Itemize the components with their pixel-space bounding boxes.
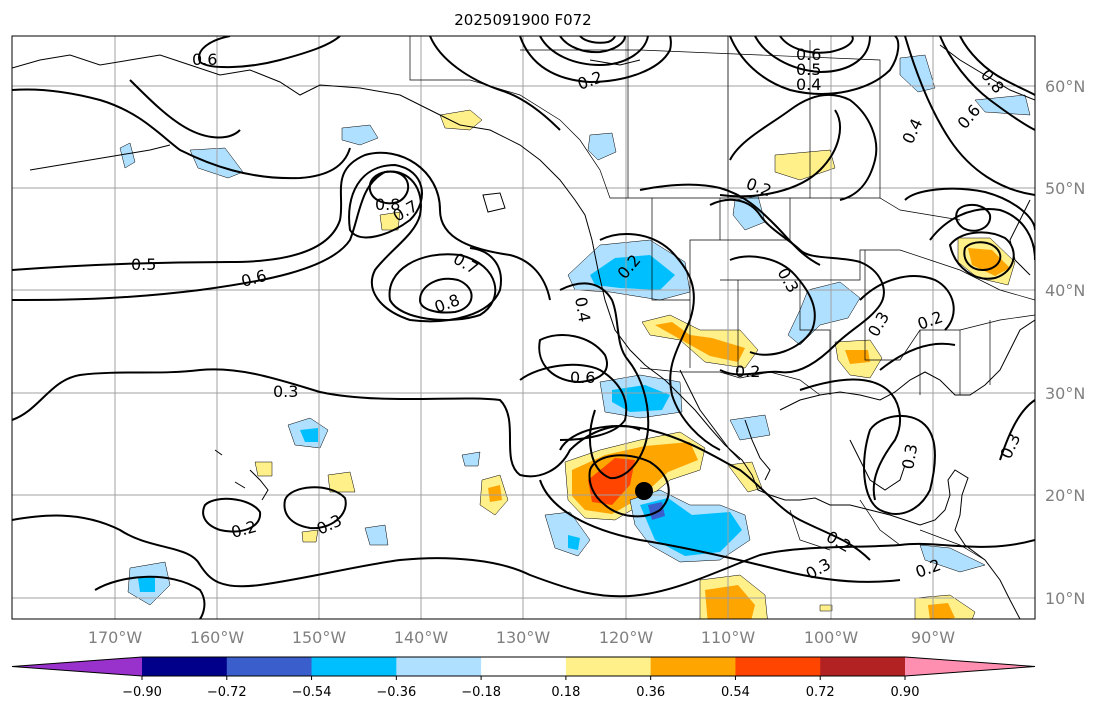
lat-label: 60°N (1045, 77, 1085, 96)
contour-label: 0.5 (796, 60, 821, 79)
shade-lightblue-patch (974, 94, 1031, 116)
longitude-labels: 170°W 160°W 150°W 140°W 130°W 120°W 110°… (88, 628, 955, 647)
colorbar-tick-label: 0.90 (891, 685, 920, 700)
contour-label: 0.3 (864, 308, 893, 340)
shade-orange-patch (488, 485, 502, 502)
contour-label: 0.8 (375, 195, 400, 214)
colorbar-segment (735, 657, 821, 676)
colorbar: −0.90 −0.72 −0.54 −0.36 −0.18 0.18 0.36 0.54 0.7… (11, 656, 1036, 700)
shade-yellow-patch (379, 211, 401, 231)
contour-label: 0.3 (273, 382, 298, 401)
contour-label: 0.6 (796, 45, 821, 64)
contour-label: 0.3 (314, 511, 345, 539)
lon-label: 130°W (496, 628, 551, 647)
shade-yellow-patch (254, 461, 273, 477)
colorbar-segment (820, 657, 906, 676)
shading-layer (119, 54, 1031, 619)
colorbar-tick-label: −0.72 (207, 685, 247, 700)
shade-lightblue-patch (461, 451, 481, 467)
lon-label: 160°W (190, 628, 245, 647)
contour-label: 0.2 (735, 362, 760, 381)
contour-label: 0.6 (192, 50, 217, 69)
colorbar-segment (481, 657, 567, 676)
colorbar-tick-label: −0.18 (461, 685, 501, 700)
colorbar-tick-label: 0.36 (636, 685, 665, 700)
colorbar-segment (226, 657, 313, 676)
colorbar-tick-label: −0.36 (376, 685, 416, 700)
shade-orange-patch (655, 322, 745, 362)
shade-orange-patch (845, 350, 870, 364)
lat-label: 30°N (1045, 384, 1085, 403)
shade-lightblue-patch (787, 281, 861, 346)
contour-label: 0.7 (450, 249, 482, 278)
map-title: 2025091900 F072 (454, 11, 591, 29)
shade-lightblue-patch (587, 132, 617, 161)
storm-center-marker (635, 482, 653, 500)
contour-label: 0.4 (796, 75, 821, 94)
colorbar-extend-min (12, 657, 142, 676)
contour-lines (12, 36, 1035, 619)
political-borders (409, 36, 1035, 561)
shade-yellow-patch (439, 109, 483, 131)
contour-label: 0.2 (823, 527, 855, 556)
lat-label: 50°N (1045, 179, 1085, 198)
lon-label: 140°W (394, 628, 449, 647)
contour-label: 0.4 (898, 116, 926, 147)
colorbar-segment (565, 657, 652, 676)
shade-lightblue-patch (341, 124, 379, 146)
contour-label: 0.2 (575, 67, 605, 94)
colorbar-tick-label: 0.54 (721, 685, 750, 700)
shade-yellow-patch (774, 149, 836, 181)
shade-lightblue-patch (544, 511, 591, 557)
map-frame (11, 35, 1036, 620)
lat-label: 20°N (1045, 486, 1085, 505)
contour-label: 0.4 (571, 295, 594, 323)
contour-label: 0.8 (432, 290, 462, 317)
shade-yellow-patch (819, 604, 833, 612)
lon-label: 120°W (599, 628, 654, 647)
shade-cyan-patch (138, 576, 155, 592)
colorbar-tick-label: −0.90 (122, 685, 162, 700)
coastlines (12, 44, 1035, 619)
lon-label: 90°W (911, 628, 955, 647)
lon-label: 100°W (804, 628, 859, 647)
lon-label: 170°W (88, 628, 143, 647)
map-frame-content: 0.6 0.8 0.7 0.5 0.6 0.7 0.8 0.3 0.2 0.3 … (12, 36, 1035, 619)
contour-label: 0.6 (570, 368, 595, 387)
shade-orange-patch (928, 603, 955, 619)
colorbar-tick-label: 0.18 (551, 685, 580, 700)
contour-label: 0.3 (774, 265, 803, 297)
colorbar-segment (650, 657, 736, 676)
shade-orange-patch (968, 248, 1010, 276)
contour-label: 0.6 (239, 266, 269, 291)
latitude-labels: 60°N 50°N 40°N 30°N 20°N 10°N (1045, 77, 1085, 608)
shade-cyan-patch (590, 255, 675, 290)
shade-cyan-patch (640, 498, 742, 556)
colorbar-tick-label: 0.72 (806, 685, 835, 700)
lat-label: 40°N (1045, 281, 1085, 300)
colorbar-tick-label: −0.54 (292, 685, 332, 700)
shade-orange-patch (705, 585, 755, 619)
colorbar-segment (396, 657, 482, 676)
contour-label: 0.2 (229, 517, 259, 542)
shade-lightblue-patch (364, 524, 389, 546)
contour-label: 0.5 (131, 255, 156, 274)
shade-lightblue-patch (729, 414, 771, 441)
contour-label: 0.3 (898, 442, 921, 470)
shade-cyan-patch (568, 535, 580, 550)
lon-label: 150°W (292, 628, 347, 647)
shade-yellow-patch (327, 471, 356, 493)
shade-yellow-patch (301, 529, 319, 543)
colorbar-extend-max (905, 657, 1035, 676)
shade-lightblue-patch (119, 142, 136, 169)
shade-cyan-patch (300, 428, 318, 442)
colorbar-segment (311, 657, 397, 676)
shade-lightblue-patch (919, 544, 986, 573)
colorbar-segment (142, 657, 228, 676)
lat-label: 10°N (1045, 589, 1085, 608)
shade-red-patch (588, 458, 635, 505)
lon-label: 110°W (701, 628, 756, 647)
